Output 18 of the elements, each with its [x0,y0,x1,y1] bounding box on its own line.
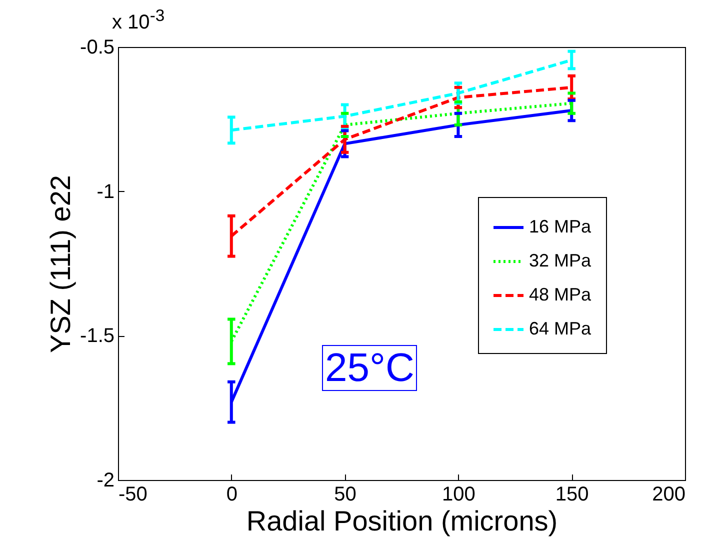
legend-label: 48 MPa [529,284,592,304]
y-tick-label: -1.5 [80,325,114,348]
legend-label: 16 MPa [529,216,592,236]
x-tick-label: 150 [555,484,589,506]
x-tick-label: 0 [226,484,238,506]
x-axis-title: Radial Position (microns) [246,506,558,536]
x-tick-label: 100 [442,484,476,506]
legend-label: 32 MPa [529,250,592,270]
y-tick-label: -2 [96,470,114,492]
y-tick-label: -1 [96,180,114,203]
annotation: 25°C [322,345,418,391]
y-tick-label: -0.5 [80,36,114,58]
x-tick-label: -50 [118,484,148,506]
y-axis-title: YSZ (111) e22 [45,175,76,353]
x-tick-label: 200 [652,484,686,506]
text: x 10$^{-3}$ [112,6,165,35]
x-tick-label: 50 [334,484,356,506]
legend-label: 64 MPa [529,318,592,338]
